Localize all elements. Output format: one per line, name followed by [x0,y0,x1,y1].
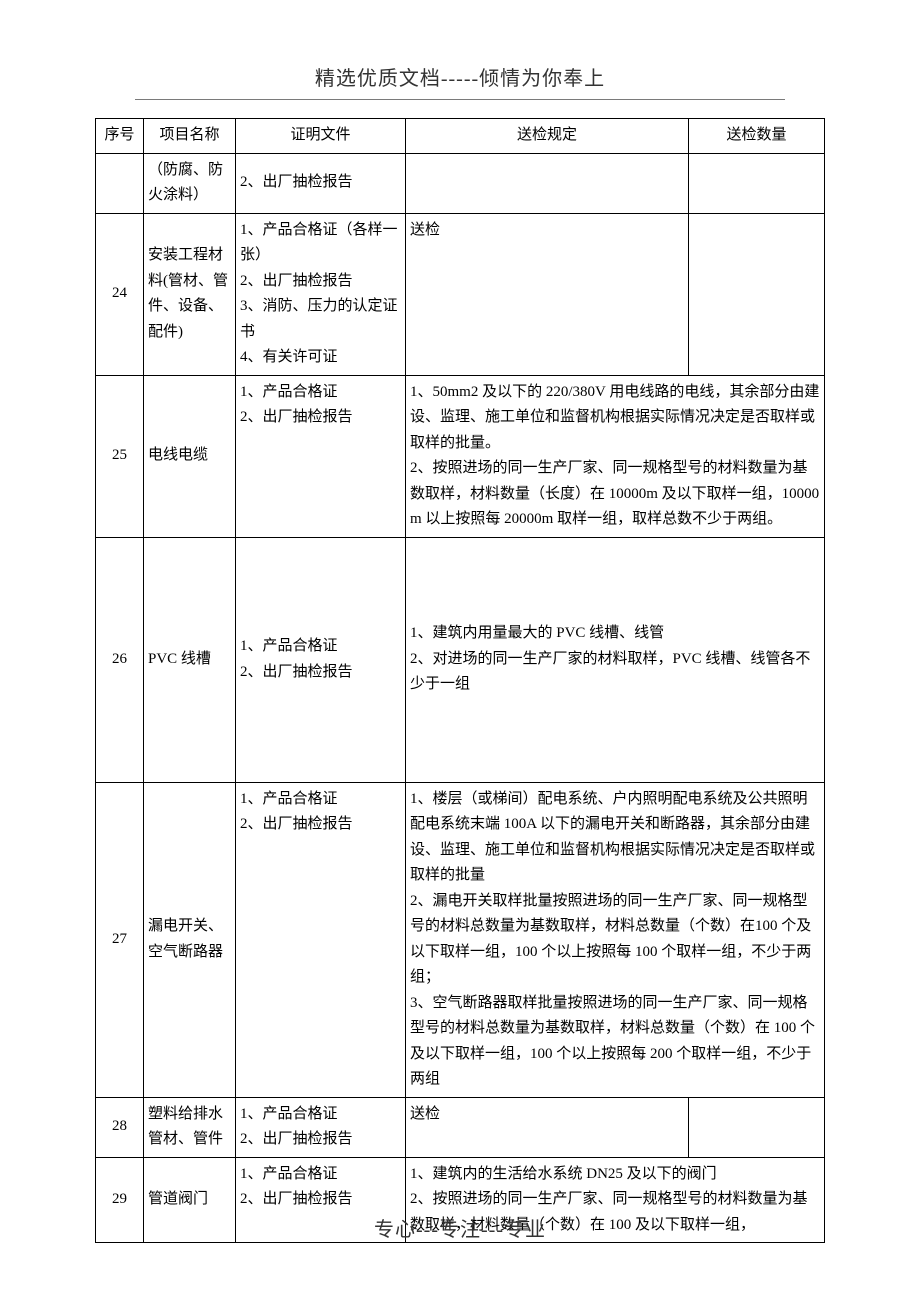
cell-cert: 1、产品合格证2、出厂抽检报告 [236,537,406,782]
table-row: 25 电线电缆 1、产品合格证2、出厂抽检报告 1、50mm2 及以下的 220… [96,375,825,537]
cell-cert: 1、产品合格证2、出厂抽检报告 [236,375,406,537]
cell-name: 漏电开关、空气断路器 [144,782,236,1097]
col-qty: 送检数量 [689,119,825,154]
table-row: 27 漏电开关、空气断路器 1、产品合格证2、出厂抽检报告 1、楼层（或梯间）配… [96,782,825,1097]
inspection-table: 序号 项目名称 证明文件 送检规定 送检数量 （防腐、防火涂料） 2、出厂抽检报… [95,118,825,1243]
cell-name: 塑料给排水管材、管件 [144,1097,236,1157]
cell-cert: 2、出厂抽检报告 [236,153,406,213]
header-rule-line [135,99,785,100]
cell-rule [406,153,689,213]
cell-rule-wide: 1、50mm2 及以下的 220/380V 用电线路的电线，其余部分由建设、监理… [406,375,825,537]
table-row: 24 安装工程材料(管材、管件、设备、配件) 1、产品合格证（各样一张）2、出厂… [96,213,825,375]
cell-name: 安装工程材料(管材、管件、设备、配件) [144,213,236,375]
cell-seq [96,153,144,213]
col-rule: 送检规定 [406,119,689,154]
page-footer-slogan: 专心---专注---专业 [0,1213,920,1242]
col-name: 项目名称 [144,119,236,154]
col-seq: 序号 [96,119,144,154]
cell-qty [689,1097,825,1157]
cell-name: PVC 线槽 [144,537,236,782]
col-cert: 证明文件 [236,119,406,154]
cell-rule: 送检 [406,213,689,375]
cell-name: （防腐、防火涂料） [144,153,236,213]
cell-name: 电线电缆 [144,375,236,537]
cell-seq: 27 [96,782,144,1097]
cell-seq: 24 [96,213,144,375]
cell-rule-wide: 1、建筑内用量最大的 PVC 线槽、线管2、对进场的同一生产厂家的材料取样，PV… [406,537,825,782]
cell-seq: 25 [96,375,144,537]
cell-qty [689,153,825,213]
table-row: （防腐、防火涂料） 2、出厂抽检报告 [96,153,825,213]
cell-qty [689,213,825,375]
page-header-subtitle: 精选优质文档-----倾情为你奉上 [0,0,920,99]
cell-rule-wide: 1、楼层（或梯间）配电系统、户内照明配电系统及公共照明配电系统末端 100A 以… [406,782,825,1097]
cell-cert: 1、产品合格证2、出厂抽检报告 [236,1097,406,1157]
cell-cert: 1、产品合格证（各样一张）2、出厂抽检报告3、消防、压力的认定证书4、有关许可证 [236,213,406,375]
cell-rule: 送检 [406,1097,689,1157]
table-row: 28 塑料给排水管材、管件 1、产品合格证2、出厂抽检报告 送检 [96,1097,825,1157]
cell-seq: 26 [96,537,144,782]
cell-cert: 1、产品合格证2、出厂抽检报告 [236,782,406,1097]
table-header-row: 序号 项目名称 证明文件 送检规定 送检数量 [96,119,825,154]
table-row: 26 PVC 线槽 1、产品合格证2、出厂抽检报告 1、建筑内用量最大的 PVC… [96,537,825,782]
cell-seq: 28 [96,1097,144,1157]
